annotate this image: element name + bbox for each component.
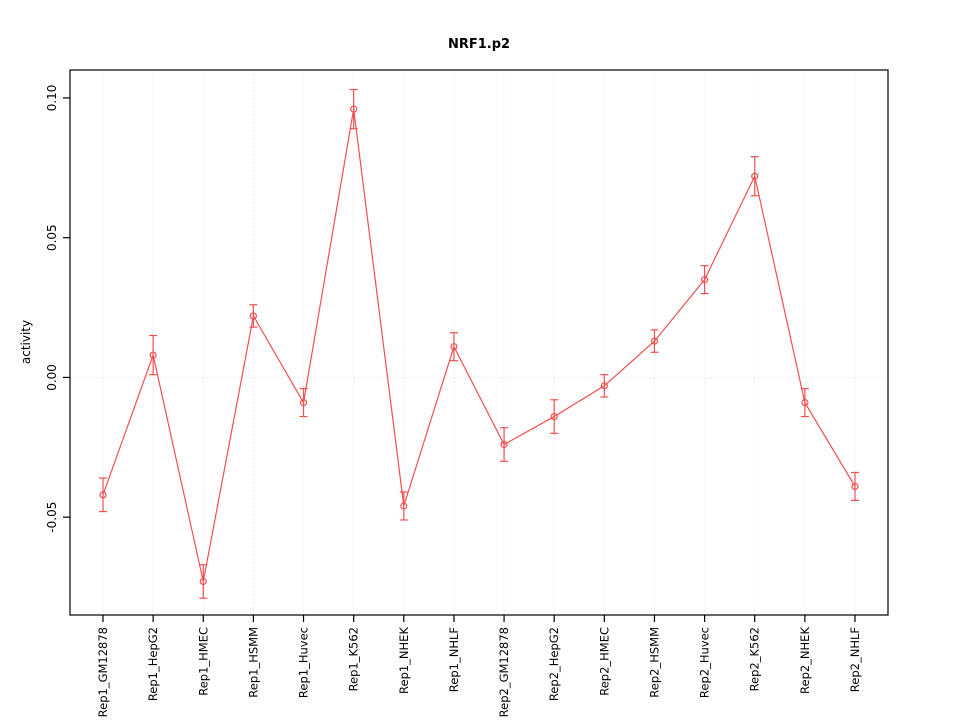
y-tick-label: -0.05 <box>45 502 59 533</box>
data-point <box>199 577 207 586</box>
x-tick-label: Rep1_Huvec <box>297 627 311 698</box>
x-tick-label: Rep1_HMEC <box>196 627 210 696</box>
y-tick-label: 0.10 <box>45 85 59 112</box>
data-point <box>751 172 759 180</box>
data-point <box>700 276 709 284</box>
y-tick-label: 0.05 <box>45 224 59 251</box>
x-tick-label: Rep1_HepG2 <box>146 627 160 701</box>
y-tick-label: 0.00 <box>45 364 59 391</box>
data-point <box>450 343 458 351</box>
series-line <box>102 109 856 582</box>
x-tick-label: Rep2_HMEC <box>597 627 611 696</box>
data-point <box>99 491 107 499</box>
x-tick-label: Rep2_NHEK <box>798 627 812 694</box>
data-point <box>500 440 508 449</box>
x-tick-label: Rep1_HSMM <box>246 627 260 698</box>
axes: -0.05 0.00 0.05 0.10 Rep1_GM12878 Rep1_HepG2 R… <box>45 69 889 717</box>
data-series <box>99 88 859 599</box>
plot-border <box>69 69 889 616</box>
x-tick-label: Rep2_Huvec <box>698 627 712 698</box>
data-point <box>350 105 358 113</box>
x-tick-label: Rep2_NHLF <box>848 627 862 692</box>
x-tick-label: Rep2_K562 <box>748 627 762 691</box>
x-tick-label: Rep2_HepG2 <box>547 627 561 701</box>
x-tick-label: Rep1_K562 <box>347 627 361 691</box>
data-point <box>299 398 308 407</box>
data-point <box>851 482 859 491</box>
data-point <box>249 312 257 320</box>
x-tick-label: Rep2_GM12878 <box>497 627 511 717</box>
data-point <box>650 337 659 345</box>
x-tick-label: Rep1_NHEK <box>397 627 411 694</box>
x-tick-label: Rep1_NHLF <box>447 627 461 692</box>
chart-title: NRF1.p2 <box>447 37 511 52</box>
x-tick-label: Rep2_HSMM <box>647 627 661 698</box>
data-point <box>801 398 809 407</box>
data-point <box>400 502 408 510</box>
y-axis-label: activity <box>19 319 33 365</box>
x-tick-label: Rep1_GM12878 <box>96 627 110 717</box>
data-point <box>550 412 558 421</box>
data-point <box>600 382 608 390</box>
data-point <box>149 351 157 359</box>
